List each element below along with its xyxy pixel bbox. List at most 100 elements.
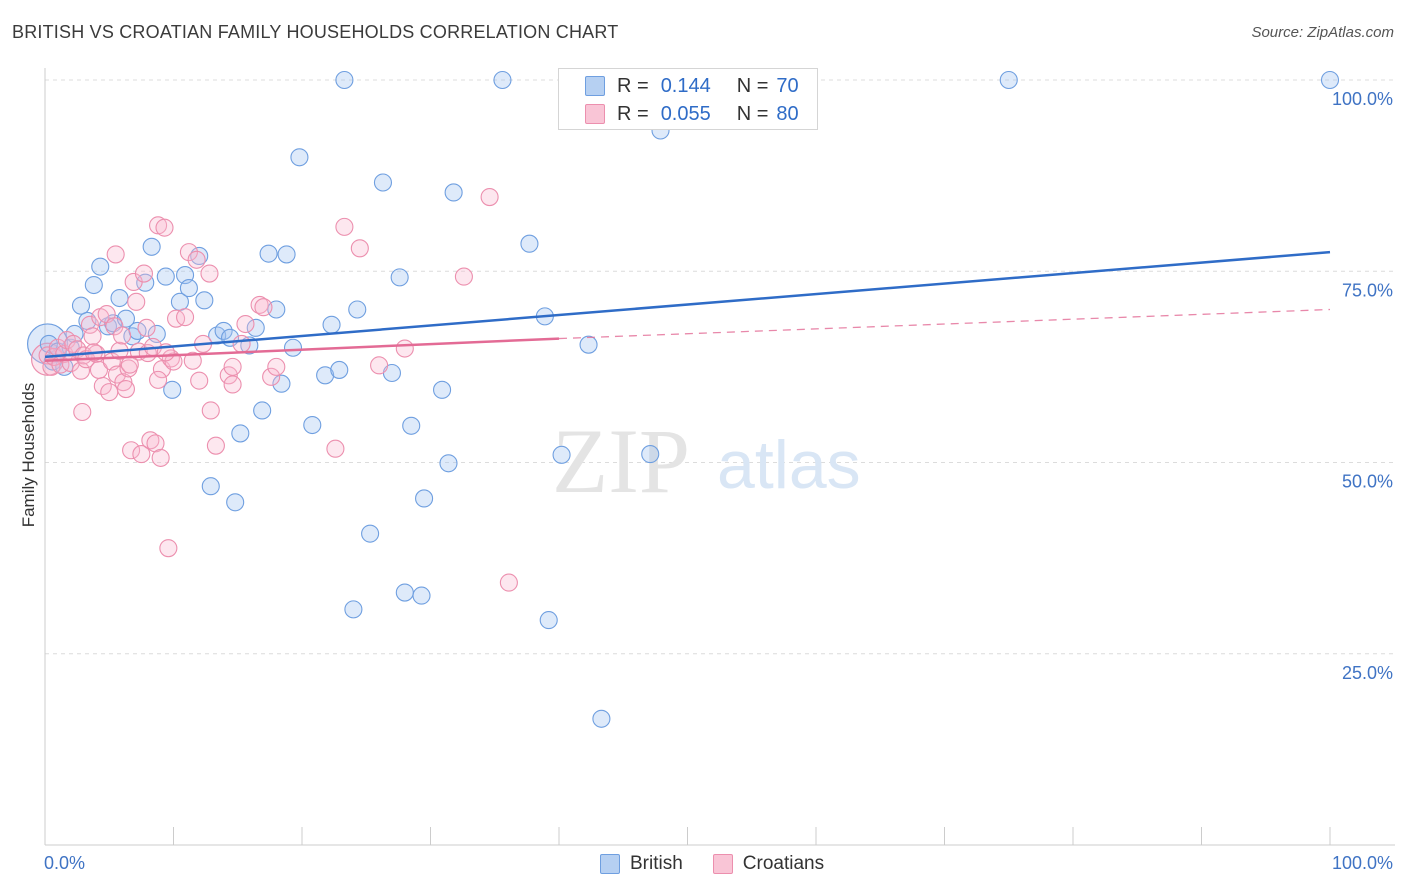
croatian-point: [267, 357, 286, 376]
british-point: [246, 318, 265, 337]
british-point: [316, 366, 335, 385]
british-point: [163, 380, 182, 399]
british-point: [84, 275, 103, 295]
british-point: [226, 493, 245, 512]
british-point: [277, 245, 296, 264]
british-point: [142, 237, 161, 256]
british-point: [71, 296, 91, 315]
croatian-point: [73, 402, 92, 422]
british-point: [444, 183, 463, 202]
watermark-atlas: atlas: [717, 427, 861, 503]
croatian-point: [499, 573, 518, 592]
croatians-swatch: [585, 104, 605, 124]
croatian-point: [105, 317, 124, 336]
croatian-point: [120, 355, 139, 374]
croatian-point: [206, 436, 225, 455]
croatian-point: [116, 380, 136, 399]
x-tick-label: 100.0%: [1332, 853, 1393, 873]
croatian-point: [183, 351, 202, 370]
croatians-legend-swatch: [712, 854, 733, 874]
british-point: [539, 611, 558, 630]
croatian-point: [236, 314, 255, 334]
correlation-legend: R = 0.144 N = 70 R = 0.055 N = 80: [558, 68, 818, 130]
croatian-trend-line: [44, 337, 560, 363]
legend-row-british: R = 0.144 N = 70: [559, 73, 799, 99]
croatian-point: [159, 539, 178, 558]
croatians-n-value: 80: [776, 102, 799, 125]
british-point: [579, 335, 598, 354]
british-point: [201, 477, 220, 496]
legend-item-british[interactable]: British: [600, 853, 683, 875]
british-point: [253, 401, 272, 420]
british-point: [283, 338, 303, 357]
legend-r-label: R =: [617, 74, 649, 97]
croatian-point: [113, 326, 132, 345]
british-point: [91, 257, 110, 276]
croatian-point: [190, 371, 209, 390]
croatian-point: [370, 356, 389, 375]
croatian-point: [200, 264, 219, 283]
british-point: [303, 415, 322, 435]
croatian-point: [137, 318, 156, 337]
british-point: [231, 424, 250, 443]
series-legend: British Croatians: [600, 852, 824, 876]
legend-r-label: R =: [617, 102, 649, 125]
british-point: [259, 244, 278, 263]
british-point: [641, 445, 660, 464]
british-legend-label: British: [630, 853, 683, 874]
watermark-zip: ZIP: [552, 410, 690, 512]
croatian-point: [83, 327, 102, 346]
british-point: [999, 70, 1018, 90]
croatian-point: [100, 383, 119, 402]
croatian-point: [223, 357, 242, 376]
croatian-point: [201, 401, 220, 420]
y-tick-label: 100.0%: [1332, 89, 1393, 109]
british-point: [179, 279, 198, 298]
british-point: [335, 70, 354, 90]
croatian-point: [187, 250, 206, 269]
british-point: [592, 709, 611, 728]
british-point: [195, 291, 214, 310]
croatian-point: [149, 370, 168, 389]
british-point: [344, 600, 363, 619]
british-point: [1320, 70, 1340, 90]
croatian-point: [179, 243, 198, 262]
legend-row-croatians: R = 0.055 N = 80: [559, 101, 799, 127]
croatian-point: [151, 448, 170, 467]
y-tick-label: 25.0%: [1342, 663, 1393, 683]
croatian-point: [480, 187, 499, 207]
british-point: [214, 321, 233, 340]
british-point: [373, 173, 393, 192]
british-point: [290, 148, 309, 167]
croatian-point: [132, 445, 151, 464]
british-point: [552, 445, 571, 464]
croatian-point: [335, 217, 354, 236]
croatian-point: [167, 309, 186, 328]
croatian-point: [454, 267, 473, 286]
y-tick-label: 50.0%: [1342, 472, 1393, 492]
croatian-point: [254, 298, 273, 317]
croatian-point: [223, 375, 242, 394]
croatian-trend-extension: [558, 308, 1331, 340]
british-point: [110, 288, 129, 308]
chart-title: BRITISH VS CROATIAN FAMILY HOUSEHOLDS CO…: [12, 22, 619, 42]
croatian-point: [80, 315, 100, 334]
british-point: [433, 380, 452, 399]
x-tick-label: 0.0%: [44, 853, 85, 873]
british-point: [348, 300, 367, 319]
croatian-point: [232, 334, 251, 353]
croatian-point: [141, 431, 160, 450]
legend-n-label: N =: [736, 74, 769, 97]
british-point: [412, 586, 431, 605]
croatian-point: [127, 292, 146, 311]
british-r-value: 0.144: [660, 74, 711, 97]
croatian-point: [350, 239, 369, 258]
british-point: [361, 524, 380, 543]
british-point: [330, 360, 349, 379]
croatian-point: [326, 439, 345, 458]
croatian-point: [164, 352, 183, 371]
croatian-point: [106, 245, 125, 264]
croatian-point: [146, 434, 165, 453]
legend-item-croatians[interactable]: Croatians: [712, 853, 824, 875]
